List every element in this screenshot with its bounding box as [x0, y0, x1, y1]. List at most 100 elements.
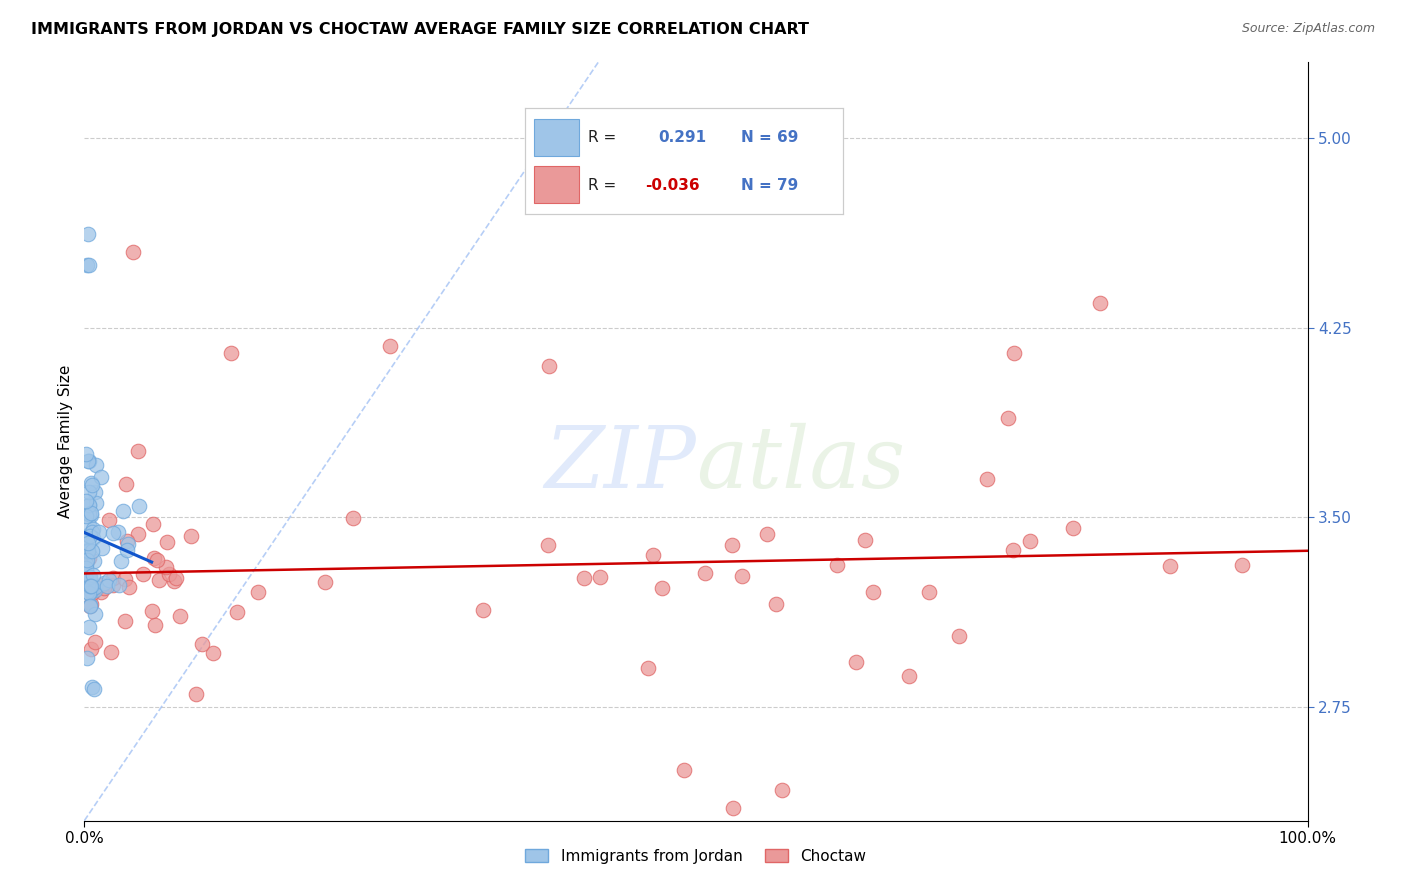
Point	[76, 544, 98, 558]
Point	[1002, 346, 1025, 360]
Point	[100, 645, 122, 659]
Point	[76, 540, 98, 554]
Point	[731, 569, 754, 583]
Point	[82, 522, 104, 536]
Point	[143, 550, 166, 565]
Text: Source: ZipAtlas.com: Source: ZipAtlas.com	[1241, 22, 1375, 36]
Point	[75, 557, 97, 571]
Point	[755, 526, 778, 541]
Point	[117, 543, 139, 558]
Point	[76, 650, 98, 665]
Point	[141, 604, 163, 618]
Point	[225, 606, 247, 620]
Point	[82, 567, 104, 582]
Point	[77, 569, 100, 583]
Point	[80, 579, 103, 593]
Point	[96, 579, 118, 593]
Point	[80, 508, 103, 522]
Point	[82, 478, 104, 492]
Point	[76, 552, 98, 566]
Point	[80, 586, 103, 600]
Point	[853, 533, 876, 547]
Point	[75, 508, 97, 523]
Point	[79, 569, 101, 583]
Point	[148, 573, 170, 587]
Point	[115, 476, 138, 491]
Point	[651, 581, 673, 595]
Point	[80, 583, 103, 598]
Point	[75, 447, 97, 461]
Point	[110, 554, 132, 568]
Point	[165, 571, 187, 585]
Point	[77, 550, 100, 565]
Point	[93, 576, 115, 591]
Point	[191, 637, 214, 651]
Point	[163, 574, 186, 589]
Point	[77, 498, 100, 512]
Point	[77, 586, 100, 600]
Point	[77, 258, 100, 272]
Point	[83, 582, 105, 597]
Point	[82, 531, 104, 545]
Point	[76, 545, 98, 559]
Point	[693, 566, 716, 580]
Point	[82, 524, 104, 539]
Point	[155, 560, 177, 574]
Point	[84, 484, 107, 499]
Point	[84, 607, 107, 622]
Y-axis label: Average Family Size: Average Family Size	[58, 365, 73, 518]
Point	[75, 561, 97, 575]
Point	[156, 534, 179, 549]
Point	[538, 359, 561, 373]
Point	[114, 572, 136, 586]
Point	[115, 534, 138, 549]
Point	[77, 580, 100, 594]
Point	[143, 617, 166, 632]
Point	[91, 578, 114, 592]
Point	[342, 511, 364, 525]
Point	[80, 597, 103, 611]
Point	[80, 680, 103, 694]
Point	[976, 472, 998, 486]
Text: ZIP: ZIP	[544, 423, 696, 506]
Point	[90, 585, 112, 599]
Legend: Immigrants from Jordan, Choctaw: Immigrants from Jordan, Choctaw	[519, 843, 873, 870]
Point	[77, 620, 100, 634]
Point	[101, 578, 124, 592]
Point	[84, 635, 107, 649]
Point	[77, 542, 100, 557]
Point	[77, 536, 100, 550]
Text: atlas: atlas	[696, 423, 905, 506]
Point	[75, 572, 97, 586]
Point	[536, 538, 558, 552]
Point	[146, 553, 169, 567]
Point	[79, 599, 101, 613]
Point	[1230, 558, 1253, 572]
Point	[201, 646, 224, 660]
Point	[117, 537, 139, 551]
Point	[127, 527, 149, 541]
Point	[897, 668, 920, 682]
Point	[180, 529, 202, 543]
Point	[79, 598, 101, 612]
Point	[98, 573, 121, 587]
Point	[862, 585, 884, 599]
Point	[83, 682, 105, 697]
Point	[79, 529, 101, 543]
Point	[77, 527, 100, 541]
Point	[720, 538, 742, 552]
Point	[98, 513, 121, 527]
Point	[589, 569, 612, 583]
Point	[77, 507, 100, 521]
Point	[79, 518, 101, 533]
Point	[948, 629, 970, 643]
Point	[77, 227, 100, 242]
Point	[80, 475, 103, 490]
Point	[79, 579, 101, 593]
Point	[114, 615, 136, 629]
Point	[77, 454, 100, 468]
Point	[122, 244, 145, 259]
Point	[77, 485, 100, 500]
Point	[997, 411, 1019, 425]
Point	[643, 548, 665, 562]
